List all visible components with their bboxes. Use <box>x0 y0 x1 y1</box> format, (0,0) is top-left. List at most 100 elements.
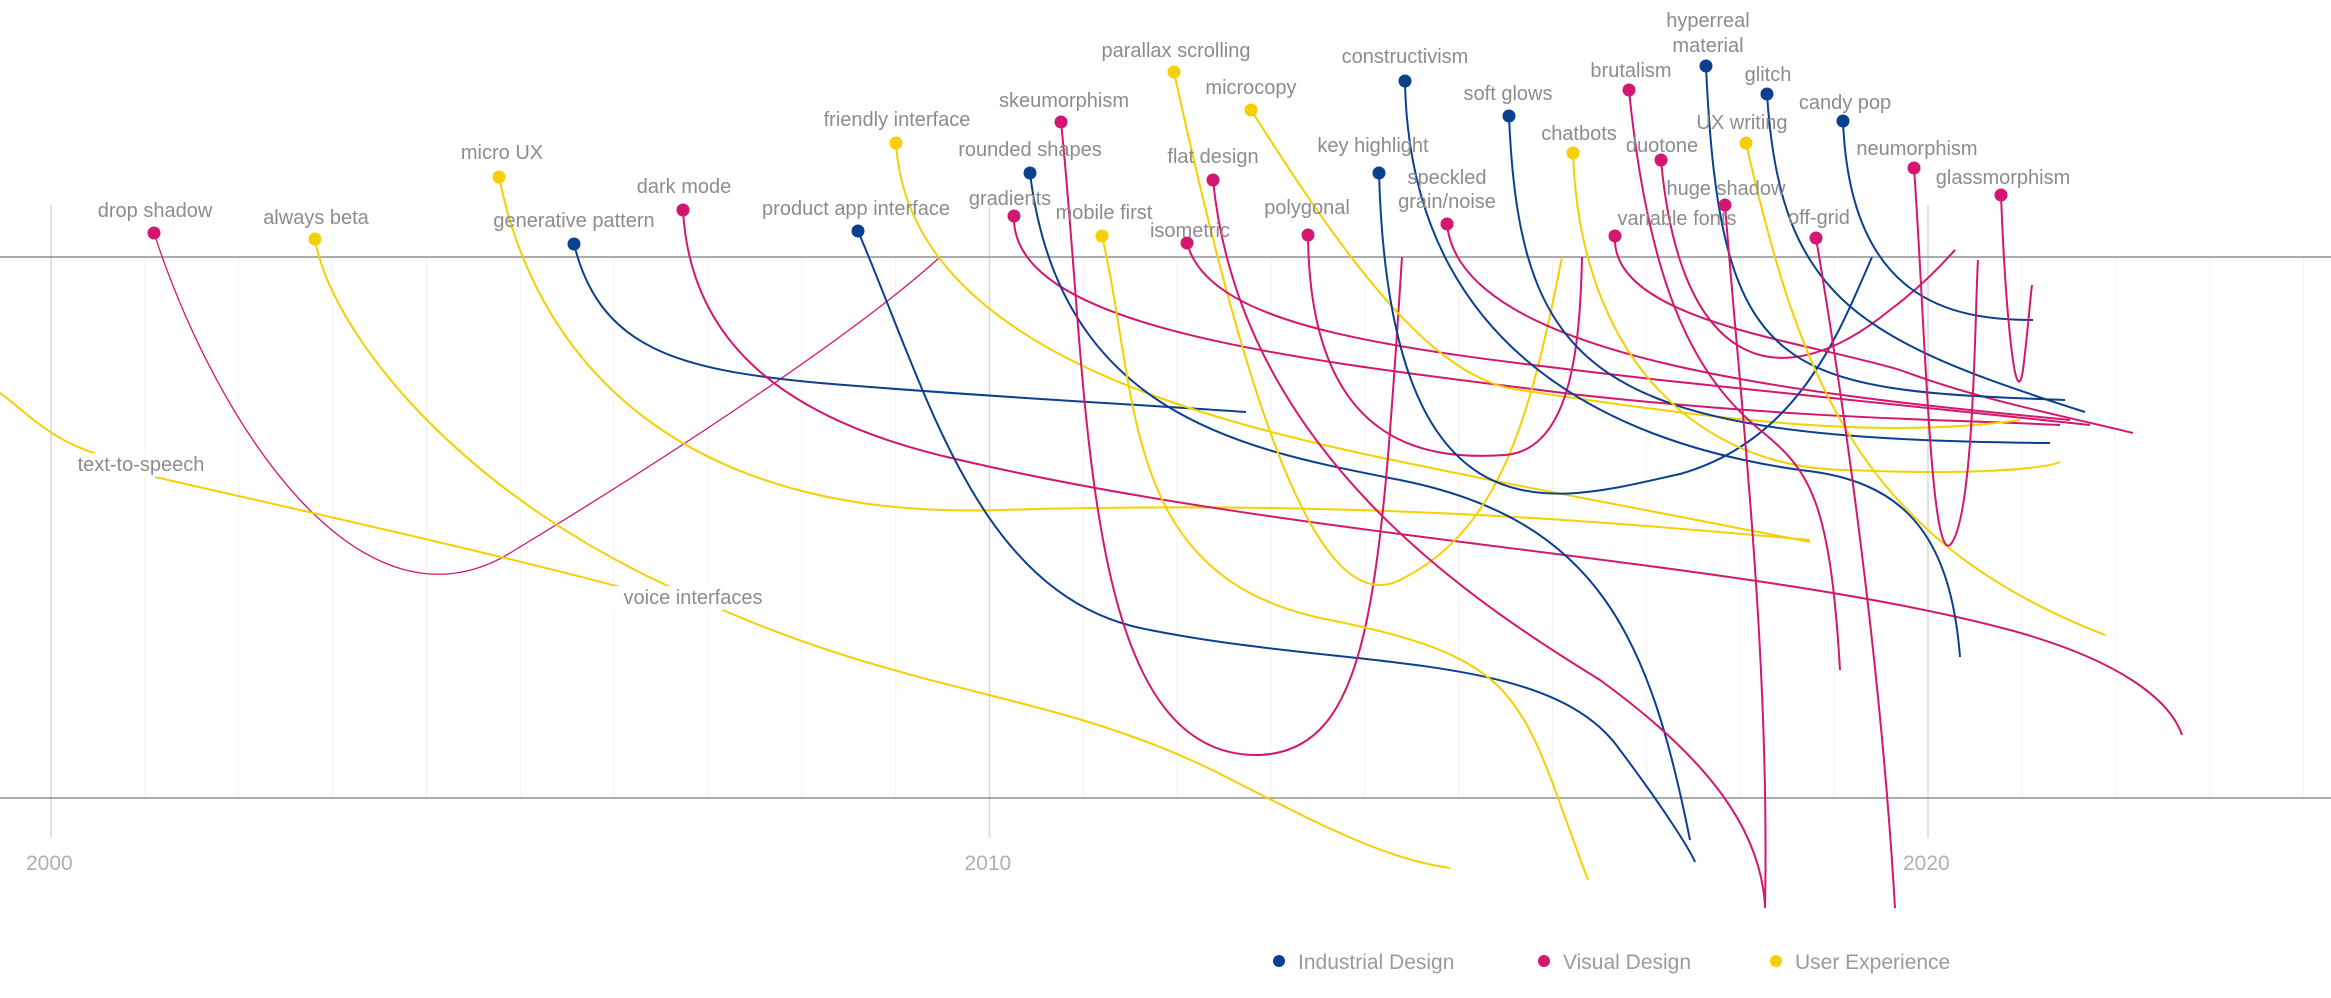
label-soft-glows: soft glows <box>1464 83 1553 105</box>
label-text-to-speech: text-to-speech <box>78 454 205 476</box>
marker-friendly-interface <box>889 136 903 150</box>
marker-glitch <box>1760 87 1774 101</box>
marker-ux-writing <box>1739 136 1753 150</box>
label-line-variable-fonts-0: variable fonts <box>1618 208 1737 230</box>
label-voice-interfaces: voice interfaces <box>624 587 763 609</box>
marker-neumorphism <box>1907 161 1921 175</box>
label-line-generative-pattern-0: generative pattern <box>493 210 654 232</box>
label-generative-pattern: generative pattern <box>493 210 654 232</box>
label-line-constructivism-0: constructivism <box>1342 46 1469 68</box>
trend-markers <box>147 59 2008 251</box>
marker-brutalism <box>1622 83 1636 97</box>
label-line-chatbots-0: chatbots <box>1541 123 1617 145</box>
label-line-text-to-speech-0: text-to-speech <box>78 454 205 476</box>
marker-gradients <box>1007 209 1021 223</box>
curve-microcopy <box>1250 109 2021 430</box>
marker-candy-pop <box>1836 114 1850 128</box>
label-constructivism: constructivism <box>1342 46 1469 68</box>
label-line-skeumorphism-0: skeumorphism <box>999 90 1129 112</box>
marker-parallax-scrolling <box>1167 65 1181 79</box>
label-flat-design: flat design <box>1167 146 1258 168</box>
legend: Industrial Design Visual Design User Exper… <box>1273 951 1950 974</box>
curve-neumorphism <box>1913 167 1979 547</box>
curve-friendly-interface <box>895 142 1811 543</box>
label-line-dark-mode-0: dark mode <box>637 176 732 198</box>
marker-duotone <box>1654 153 1668 167</box>
marker-huge-shadow <box>1718 198 1732 212</box>
curve-variable-fonts <box>1613 235 2134 434</box>
legend-marker-industrial-design <box>1273 955 1285 967</box>
label-line-neumorphism-0: neumorphism <box>1856 138 1977 160</box>
marker-key-highlight <box>1372 166 1386 180</box>
curve-micro-ux <box>498 176 1811 541</box>
label-dark-mode: dark mode <box>637 176 732 198</box>
marker-glassmorphism <box>1994 188 2008 202</box>
label-product-app-interface: product app interface <box>762 198 950 220</box>
label-line-gradients-0: gradients <box>969 188 1051 210</box>
label-line-drop-shadow-0: drop shadow <box>98 200 213 222</box>
legend-marker-visual-design <box>1538 955 1550 967</box>
label-line-ux-writing-0: UX writing <box>1696 112 1787 134</box>
label-always-beta: always beta <box>263 207 369 229</box>
marker-polygonal <box>1301 228 1315 242</box>
label-line-glitch-0: glitch <box>1745 64 1792 86</box>
curve-isometric <box>1186 242 2091 426</box>
legend-label-visual-design: Visual Design <box>1563 951 1691 974</box>
label-line-parallax-scrolling-0: parallax scrolling <box>1102 40 1251 62</box>
curve-generative-pattern <box>573 243 1247 413</box>
label-line-huge-shadow-0: huge shadow <box>1667 178 1787 200</box>
label-neumorphism: neumorphism <box>1856 138 1977 160</box>
curve-constructivism <box>1404 80 1961 658</box>
label-bg-voice-interfaces <box>608 586 778 610</box>
curve-ux-writing <box>1745 142 2106 636</box>
marker-product-app-interface <box>851 224 865 238</box>
label-line-soft-glows-0: soft glows <box>1464 83 1553 105</box>
curve-hyperreal-material <box>1705 65 2066 401</box>
curve-candy-pop <box>1842 120 2034 321</box>
marker-constructivism <box>1398 74 1412 88</box>
curve-mobile-first <box>1101 235 1589 881</box>
marker-mobile-first <box>1095 229 1109 243</box>
curve-polygonal <box>1307 234 1583 457</box>
label-rounded-shapes: rounded shapes <box>958 139 1101 161</box>
label-skeumorphism: skeumorphism <box>999 90 1129 112</box>
label-friendly-interface: friendly interface <box>824 109 971 131</box>
label-glitch: glitch <box>1745 64 1792 86</box>
label-line-friendly-interface-0: friendly interface <box>824 109 971 131</box>
curve-off-grid <box>1815 237 1896 909</box>
label-line-hyperreal-material-0: hyperreal <box>1666 10 1749 32</box>
label-brutalism: brutalism <box>1590 60 1671 82</box>
curve-product-app-interface <box>857 230 1696 863</box>
curve-text-to-speech <box>0 392 101 456</box>
curve-duotone <box>1660 159 1956 359</box>
trend-curves <box>0 65 2183 909</box>
marker-always-beta <box>308 232 322 246</box>
label-microcopy: microcopy <box>1205 77 1296 99</box>
label-line-off-grid-0: off-grid <box>1788 207 1850 229</box>
label-line-microcopy-0: microcopy <box>1205 77 1296 99</box>
label-off-grid: off-grid <box>1788 207 1850 229</box>
label-line-rounded-shapes-0: rounded shapes <box>958 139 1101 161</box>
curve-glitch <box>1766 93 2086 413</box>
label-drop-shadow: drop shadow <box>98 200 213 222</box>
curve-glassmorphism <box>2000 194 2033 383</box>
curve-soft-glows <box>1508 115 2051 444</box>
marker-micro-ux <box>492 170 506 184</box>
label-polygonal: polygonal <box>1264 197 1350 219</box>
curve-chatbots <box>1572 152 2061 473</box>
curve-parallax-scrolling <box>1173 71 1563 587</box>
label-candy-pop: candy pop <box>1799 92 1891 114</box>
label-mobile-first: mobile first <box>1056 202 1153 224</box>
curve-huge-shadow <box>1724 204 1767 909</box>
label-bg-text-to-speech <box>66 453 216 477</box>
label-ux-writing: UX writing <box>1696 112 1787 134</box>
marker-flat-design <box>1206 173 1220 187</box>
marker-hyperreal-material <box>1699 59 1713 73</box>
label-line-product-app-interface-0: product app interface <box>762 198 950 220</box>
curve-flat-design <box>1212 179 1766 906</box>
curve-brutalism <box>1628 89 1841 671</box>
curve-rounded-shapes <box>1029 172 1691 841</box>
curve-dark-mode <box>682 209 2183 736</box>
curve-key-highlight <box>1378 172 1873 495</box>
